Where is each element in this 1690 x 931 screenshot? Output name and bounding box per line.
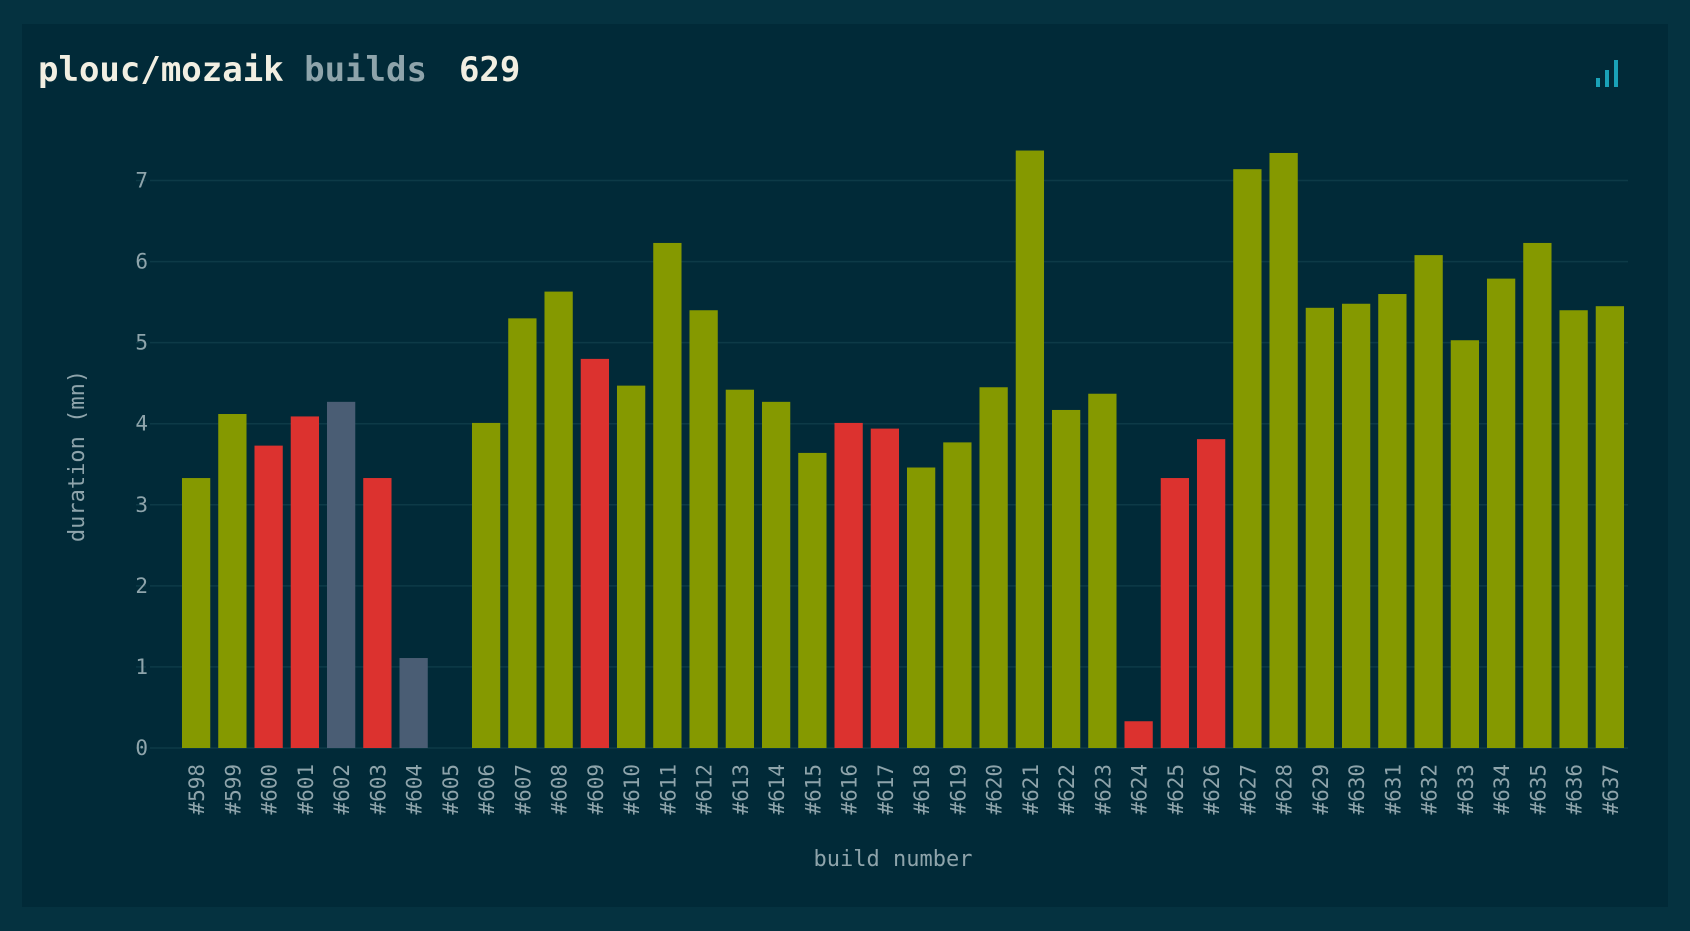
x-tick-label: #606 [475, 764, 499, 815]
bar-build-619[interactable] [943, 442, 971, 748]
bar-build-625[interactable] [1161, 478, 1189, 748]
x-tick-label: #617 [874, 764, 898, 815]
bar-build-617[interactable] [871, 429, 899, 748]
bar-build-610[interactable] [617, 386, 645, 748]
x-tick-label: #635 [1526, 764, 1550, 815]
bar-build-637[interactable] [1596, 306, 1624, 748]
bar-build-620[interactable] [979, 387, 1007, 748]
x-tick-label: #636 [1563, 764, 1587, 815]
y-tick-label: 4 [135, 412, 148, 436]
bar-build-600[interactable] [254, 446, 282, 748]
x-tick-label: #626 [1200, 764, 1224, 815]
bar-build-628[interactable] [1269, 153, 1297, 748]
bar-build-621[interactable] [1016, 151, 1044, 748]
x-tick-label: #604 [403, 764, 427, 815]
x-tick-label: #637 [1599, 764, 1623, 815]
bar-build-615[interactable] [798, 453, 826, 748]
y-tick-label: 2 [135, 574, 148, 598]
x-tick-label: #625 [1164, 764, 1188, 815]
x-tick-label: #628 [1273, 764, 1297, 815]
bar-build-613[interactable] [726, 390, 754, 748]
x-tick-label: #598 [185, 764, 209, 815]
bar-build-629[interactable] [1306, 308, 1334, 748]
bar-build-599[interactable] [218, 414, 246, 748]
x-tick-label: #631 [1381, 764, 1405, 815]
x-tick-label: #615 [801, 764, 825, 815]
bar-build-630[interactable] [1342, 304, 1370, 748]
bar-build-618[interactable] [907, 468, 935, 748]
bar-build-611[interactable] [653, 243, 681, 748]
x-tick-label: #609 [584, 764, 608, 815]
x-tick-label: #601 [294, 764, 318, 815]
bar-build-602[interactable] [327, 402, 355, 748]
bar-build-604[interactable] [399, 658, 427, 748]
x-tick-label: #608 [548, 764, 572, 815]
bar-build-606[interactable] [472, 423, 500, 748]
x-tick-label: #614 [765, 764, 789, 815]
bar-build-603[interactable] [363, 478, 391, 748]
x-tick-label: #627 [1236, 764, 1260, 815]
bar-build-635[interactable] [1523, 243, 1551, 748]
x-tick-label: #605 [439, 764, 463, 815]
y-tick-label: 7 [135, 169, 148, 193]
bar-build-609[interactable] [581, 359, 609, 748]
x-tick-label: #619 [946, 764, 970, 815]
x-tick-label: #620 [983, 764, 1007, 815]
x-tick-label: #600 [258, 764, 282, 815]
bar-build-608[interactable] [544, 292, 572, 748]
x-tick-label: #634 [1490, 764, 1514, 815]
x-tick-label: #629 [1309, 764, 1333, 815]
x-tick-label: #603 [366, 764, 390, 815]
x-tick-label: #602 [330, 764, 354, 815]
bar-build-601[interactable] [291, 416, 319, 748]
y-tick-label: 3 [135, 493, 148, 517]
x-tick-label: #632 [1418, 764, 1442, 815]
x-tick-label: #622 [1055, 764, 1079, 815]
bar-build-627[interactable] [1233, 169, 1261, 748]
x-tick-label: #610 [620, 764, 644, 815]
x-tick-label: #616 [838, 764, 862, 815]
bar-build-622[interactable] [1052, 410, 1080, 748]
bar-build-624[interactable] [1124, 721, 1152, 748]
x-tick-label: #611 [656, 764, 680, 815]
y-tick-label: 1 [135, 655, 148, 679]
x-axis-title: build number [814, 847, 973, 872]
x-tick-label: #633 [1454, 764, 1478, 815]
y-axis-title: duration (mn) [65, 370, 90, 542]
bar-build-636[interactable] [1559, 310, 1587, 748]
x-tick-label: #607 [511, 764, 535, 815]
y-tick-label: 0 [135, 736, 148, 760]
y-tick-label: 5 [135, 331, 148, 355]
bar-build-614[interactable] [762, 402, 790, 748]
x-tick-label: #630 [1345, 764, 1369, 815]
x-tick-label: #624 [1128, 764, 1152, 815]
bar-build-634[interactable] [1487, 279, 1515, 748]
x-tick-label: #599 [221, 764, 245, 815]
bar-build-631[interactable] [1378, 294, 1406, 748]
bar-build-616[interactable] [834, 423, 862, 748]
bar-build-612[interactable] [689, 310, 717, 748]
x-tick-label: #613 [729, 764, 753, 815]
bar-build-626[interactable] [1197, 439, 1225, 748]
bar-build-632[interactable] [1414, 255, 1442, 748]
x-tick-label: #618 [910, 764, 934, 815]
y-tick-label: 6 [135, 250, 148, 274]
bar-build-633[interactable] [1451, 340, 1479, 748]
bar-build-607[interactable] [508, 318, 536, 748]
bar-build-598[interactable] [182, 478, 210, 748]
x-tick-label: #621 [1019, 764, 1043, 815]
x-tick-label: #623 [1091, 764, 1115, 815]
bar-build-623[interactable] [1088, 394, 1116, 748]
x-tick-label: #612 [693, 764, 717, 815]
